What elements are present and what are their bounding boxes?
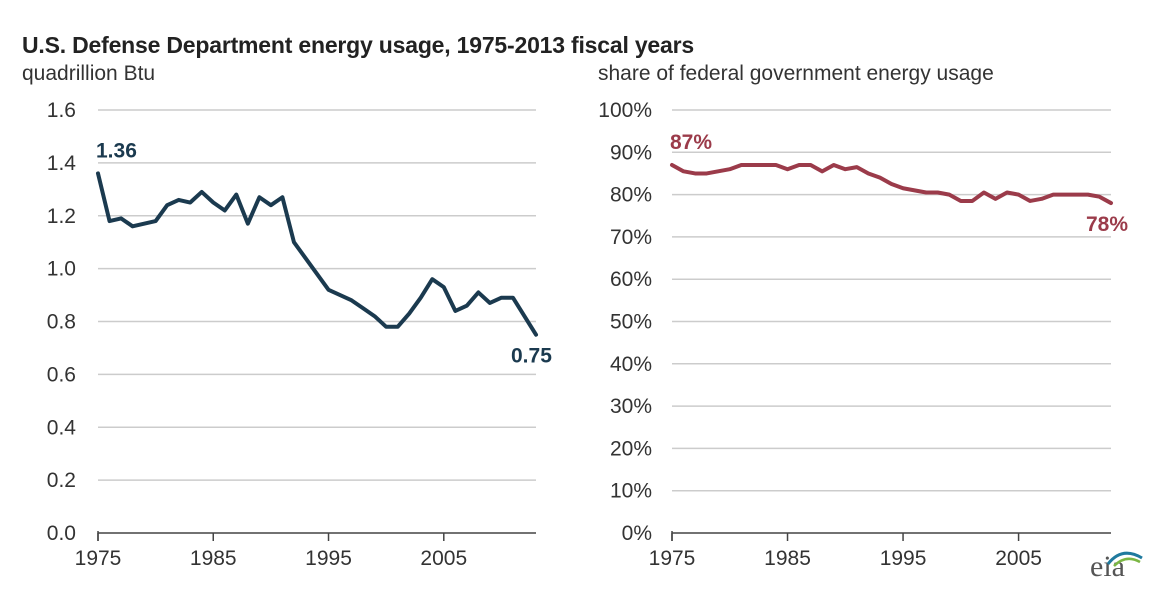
right-y-tick-label: 100% [598,99,652,122]
right-y-axis-label: share of federal government energy usage [598,62,994,85]
right-x-tick-label: 1995 [880,547,927,570]
left-y-axis-label: quadrillion Btu [22,62,156,85]
right-y-tick-label: 80% [610,184,652,207]
right-y-tick-label: 70% [610,226,652,249]
left-y-tick-label: 1.4 [47,152,77,175]
right-y-tick-label: 10% [610,480,652,503]
right-x-tick-label: 1975 [649,547,696,570]
left-y-tick-label: 0.2 [47,469,76,492]
left-y-tick-label: 1.6 [47,99,76,122]
right-x-tick-label: 1985 [764,547,811,570]
left-y-tick-label: 0.6 [47,363,76,386]
left-x-tick-label: 1995 [305,547,352,570]
right-y-tick-label: 60% [610,268,652,291]
left-y-tick-label: 0.4 [47,416,77,439]
left-y-tick-label: 0.8 [47,311,76,334]
left-y-tick-label: 1.2 [47,205,76,228]
right-y-tick-label: 50% [610,311,652,334]
right-y-tick-label: 30% [610,395,652,418]
right-x-tick-label: 2005 [995,547,1042,570]
left-y-tick-label: 0.0 [47,522,76,545]
left-annotation-start: 1.36 [96,139,137,162]
left-x-tick-label: 1985 [190,547,237,570]
left-y-tick-label: 1.0 [47,258,76,281]
right-y-tick-label: 20% [610,437,652,460]
right-series-line [670,162,1113,206]
right-annotation-start: 87% [670,131,712,154]
right-y-tick-label: 90% [610,141,652,164]
chart-title: U.S. Defense Department energy usage, 19… [22,32,694,58]
right-annotation-end: 78% [1086,213,1128,236]
right-y-tick-label: 40% [610,353,652,376]
right-y-tick-label: 0% [622,522,652,545]
left-x-tick-label: 2005 [420,547,467,570]
left-series-line [96,171,538,337]
left-x-tick-label: 1975 [75,547,122,570]
eia-logo-arc-icon [1106,551,1143,567]
left-annotation-end: 0.75 [511,345,552,368]
